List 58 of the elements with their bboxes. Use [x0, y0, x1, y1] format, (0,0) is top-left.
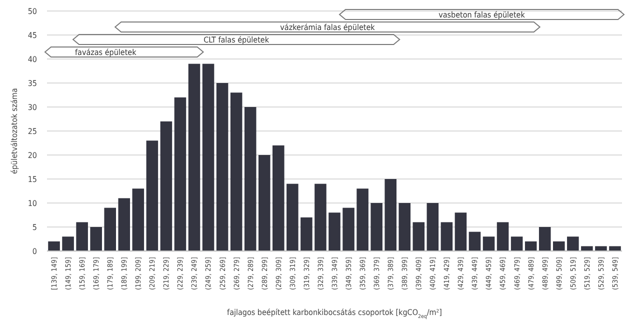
- bar: [581, 246, 593, 251]
- y-tick-label: 25: [28, 126, 37, 136]
- y-tick-label: 15: [28, 174, 37, 184]
- y-tick-label: 40: [28, 54, 38, 64]
- bar: [300, 217, 312, 251]
- bar: [342, 208, 354, 251]
- bar: [272, 145, 284, 251]
- y-tick-label: 30: [28, 102, 38, 112]
- bar: [202, 64, 214, 251]
- bar: [538, 227, 551, 251]
- bar: [553, 241, 565, 251]
- bar: [356, 188, 368, 251]
- bar: [146, 140, 158, 251]
- bar: [160, 121, 172, 251]
- bar: [440, 222, 453, 251]
- bar: [370, 203, 382, 251]
- y-tick-label: 10: [28, 198, 38, 208]
- bar: [286, 184, 298, 251]
- bar: [496, 222, 509, 251]
- bar: [90, 227, 102, 251]
- bar: [398, 203, 411, 251]
- bar: [216, 83, 228, 251]
- bar: [468, 232, 481, 251]
- bar: [118, 198, 130, 251]
- bar: [412, 222, 425, 251]
- y-tick-label: 20: [28, 150, 38, 160]
- bar: [510, 236, 523, 251]
- bar: [567, 236, 579, 251]
- bar: [76, 222, 88, 251]
- annotation: vasbeton falas épületek: [438, 10, 526, 20]
- y-tick-label: 50: [28, 6, 38, 16]
- bar: [609, 246, 621, 251]
- y-tick-label: 0: [32, 246, 38, 256]
- x-axis-title: fajlagos beépített karbonkibocsátás csoportok [kgCO$_{2eq}$/m²]: [227, 308, 442, 320]
- annotation: CLT falas épületek: [204, 35, 270, 44]
- bar: [188, 64, 200, 251]
- bar: [314, 184, 326, 251]
- bar: [258, 155, 270, 251]
- bar: [230, 92, 242, 251]
- bar: [454, 212, 467, 251]
- bar: [482, 236, 495, 251]
- y-tick-label: 45: [28, 30, 37, 40]
- annotation: favázas épületek: [75, 48, 138, 57]
- bar: [174, 97, 186, 251]
- bar: [426, 203, 439, 251]
- bar: [328, 212, 340, 251]
- bar: [595, 246, 607, 251]
- y-tick-label: 5: [32, 222, 37, 232]
- y-axis-title: épületváltozatok száma: [10, 88, 19, 174]
- bar: [104, 208, 116, 251]
- bar: [62, 236, 74, 251]
- annotation: vázkerámia falas épületek: [280, 22, 376, 32]
- bar: [132, 188, 144, 251]
- bar: [524, 241, 537, 251]
- bar: [244, 107, 256, 251]
- y-tick-label: 35: [28, 78, 37, 88]
- bar: [48, 241, 60, 251]
- bar: [384, 179, 396, 251]
